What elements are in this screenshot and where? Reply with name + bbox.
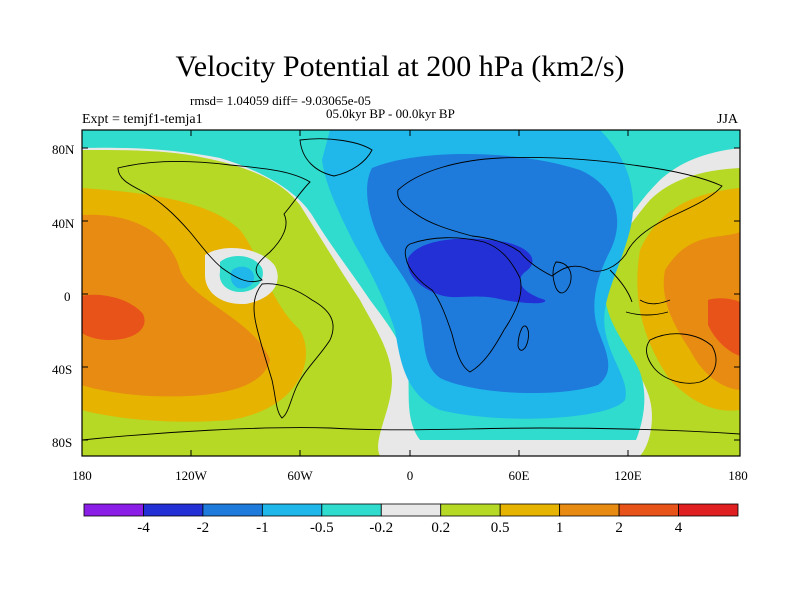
colorbar-label: 4 (674, 520, 683, 536)
colorbar-swatch (559, 503, 620, 517)
y-tick-label: 40S (52, 362, 73, 377)
colorbar-label: 1 (555, 520, 564, 536)
coast-southeast-asia (609, 269, 671, 316)
coast-greenland (299, 138, 373, 177)
x-tick-label: 180 (72, 468, 92, 483)
x-tick-label: 180 (728, 468, 748, 483)
coast-north-america (117, 161, 311, 283)
coastlines (82, 138, 740, 441)
coast-india (552, 261, 572, 294)
colorbar-label: -0.2 (369, 520, 394, 536)
colorbar-swatch (618, 503, 679, 517)
y-tick-label: 80S (52, 435, 73, 450)
map-frame (81, 129, 741, 457)
contour-red-east (708, 298, 740, 356)
x-tick-label: 0 (406, 468, 414, 483)
colorbar-label: -2 (196, 520, 210, 536)
colorbar-swatch (440, 503, 501, 517)
coast-madagascar (517, 325, 529, 351)
contour-red-west (82, 294, 145, 340)
coast-australia (646, 333, 717, 384)
x-tick-label: 120W (175, 468, 207, 483)
map-title: Velocity Potential at 200 hPa (km2/s) (175, 50, 625, 83)
contour-orange-west (82, 214, 270, 397)
stats-text: rmsd= 1.04059 diff= -9.03065e-05 (190, 93, 371, 108)
tick-marks (81, 130, 741, 456)
colorbar-swatch (202, 503, 263, 517)
period-text: 05.0kyr BP - 00.0kyr BP (326, 106, 455, 121)
colorbar-swatch (678, 503, 739, 517)
colorbar-swatch (83, 503, 144, 517)
colorbar-swatch (499, 503, 561, 517)
x-tick-label: 60W (287, 468, 313, 483)
y-tick-label: 0 (64, 289, 71, 304)
y-tick-label: 40N (52, 216, 75, 231)
contour-lightblue-pocket (230, 266, 255, 289)
colorbar-label: -1 (256, 520, 269, 536)
colorbar-label: 0.2 (431, 520, 451, 536)
colorbar-swatch (261, 503, 323, 517)
colorbar-label: 2 (615, 520, 623, 536)
experiment-label: Expt = temjf1-temja1 (82, 112, 203, 127)
y-tick-label: 80N (52, 142, 75, 157)
colorbar-swatch (143, 503, 204, 517)
x-tick-label: 120E (614, 468, 642, 483)
colorbar-label: -0.5 (309, 520, 334, 536)
contour-darkblue (407, 238, 546, 304)
contour-field (82, 130, 740, 456)
colorbar-swatch (321, 503, 382, 517)
coast-south-america (253, 283, 334, 419)
colorbar-swatch (380, 503, 442, 517)
coast-antarctica (82, 427, 740, 441)
coast-africa (404, 237, 522, 373)
colorbar-label: 0.5 (490, 520, 510, 536)
colorbar (83, 503, 739, 517)
contour-orange-east (663, 232, 740, 390)
season-label: JJA (717, 112, 739, 127)
colorbar-label: -4 (137, 520, 150, 536)
coast-europe-asia (397, 157, 723, 277)
x-tick-label: 60E (508, 468, 530, 483)
